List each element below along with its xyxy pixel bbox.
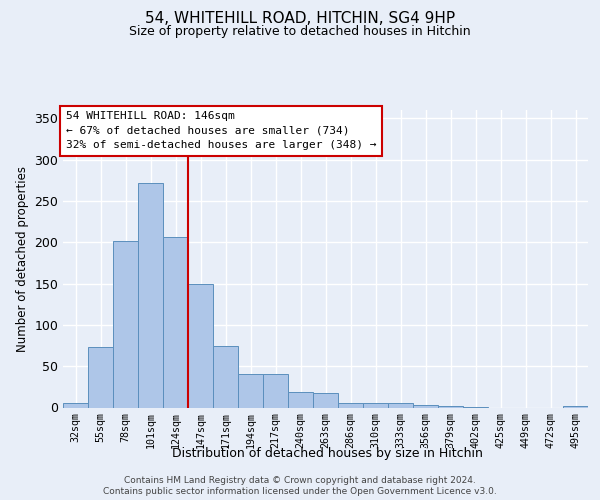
- Bar: [338, 402, 363, 407]
- Bar: [438, 406, 463, 407]
- Bar: [138, 182, 163, 408]
- Text: Distribution of detached houses by size in Hitchin: Distribution of detached houses by size …: [172, 448, 482, 460]
- Bar: [413, 405, 438, 407]
- Bar: [113, 242, 138, 408]
- Bar: [313, 392, 338, 407]
- Bar: [163, 238, 188, 408]
- Text: Size of property relative to detached houses in Hitchin: Size of property relative to detached ho…: [129, 25, 471, 38]
- Text: 54 WHITEHILL ROAD: 146sqm
← 67% of detached houses are smaller (734)
32% of semi: 54 WHITEHILL ROAD: 146sqm ← 67% of detac…: [65, 112, 376, 150]
- Bar: [463, 406, 488, 408]
- Bar: [363, 402, 388, 407]
- Bar: [188, 284, 213, 408]
- Bar: [88, 347, 113, 408]
- Bar: [63, 402, 88, 407]
- Bar: [563, 406, 588, 407]
- Bar: [238, 374, 263, 408]
- Bar: [263, 374, 288, 408]
- Text: 54, WHITEHILL ROAD, HITCHIN, SG4 9HP: 54, WHITEHILL ROAD, HITCHIN, SG4 9HP: [145, 11, 455, 26]
- Bar: [288, 392, 313, 407]
- Bar: [213, 346, 238, 408]
- Y-axis label: Number of detached properties: Number of detached properties: [16, 166, 29, 352]
- Bar: [388, 404, 413, 407]
- Text: Contains public sector information licensed under the Open Government Licence v3: Contains public sector information licen…: [103, 486, 497, 496]
- Text: Contains HM Land Registry data © Crown copyright and database right 2024.: Contains HM Land Registry data © Crown c…: [124, 476, 476, 485]
